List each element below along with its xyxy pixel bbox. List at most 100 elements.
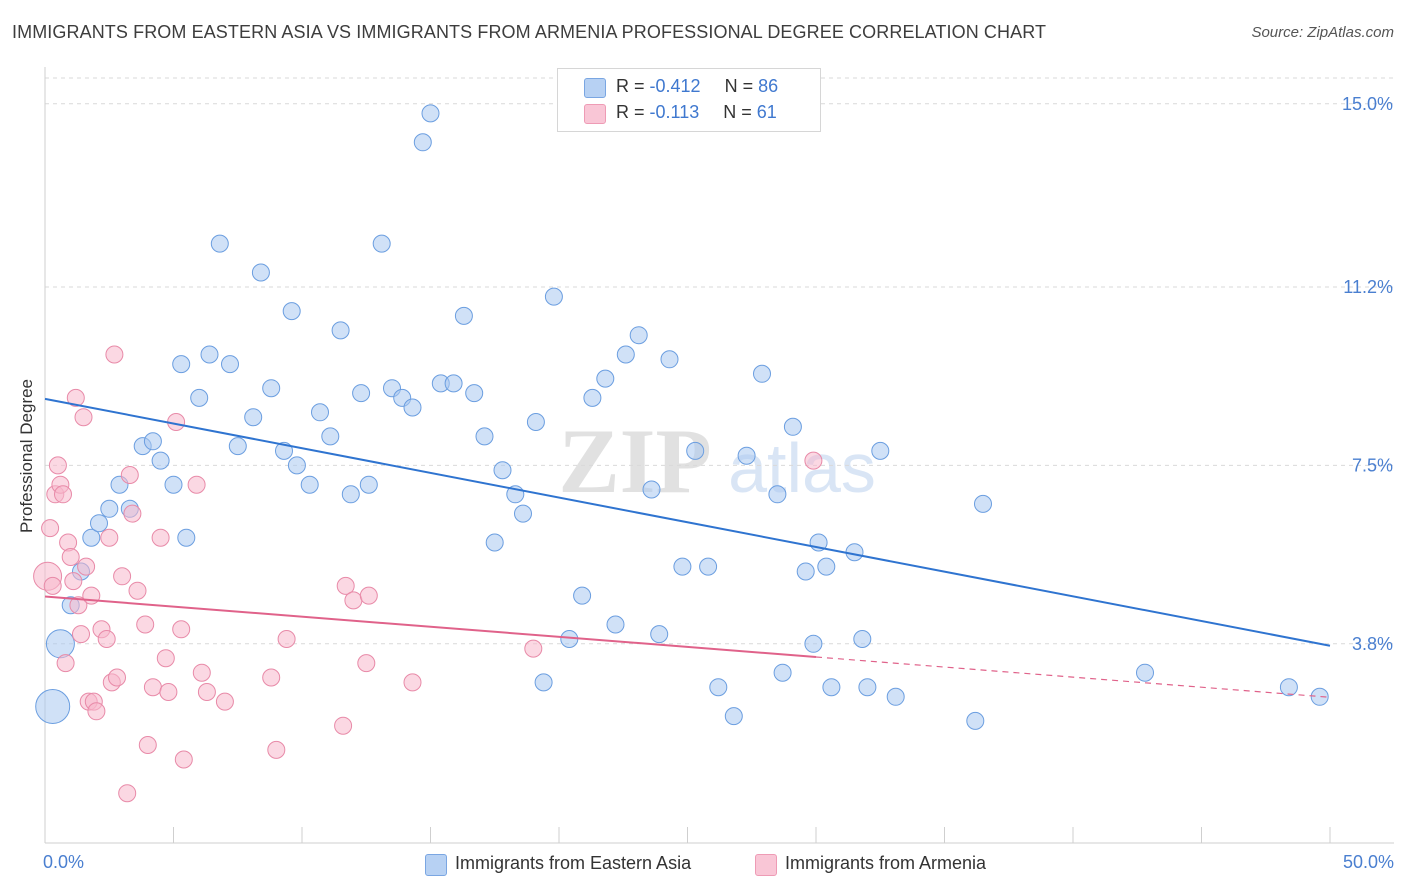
data-point-armenia (172, 620, 191, 639)
data-point-eastern-asia (493, 461, 512, 480)
y-tick-label: 7.5% (1352, 455, 1393, 475)
data-point-eastern-asia (616, 345, 635, 364)
data-point-armenia (72, 625, 90, 644)
data-point-eastern-asia (210, 234, 229, 253)
data-point-eastern-asia (886, 687, 905, 706)
data-point-eastern-asia (262, 379, 281, 398)
data-point-eastern-asia (485, 533, 504, 552)
r-label: R = (616, 102, 650, 122)
data-point-armenia (524, 639, 543, 658)
data-point-eastern-asia (686, 441, 705, 460)
data-point-eastern-asia (35, 689, 71, 724)
data-point-eastern-asia (871, 441, 890, 460)
data-point-armenia (48, 456, 67, 475)
data-point-eastern-asia (606, 615, 625, 634)
trend-lines (44, 397, 1331, 698)
data-point-eastern-asia (650, 625, 669, 644)
data-point-eastern-asia (753, 364, 771, 383)
y-tick-label: 15.0% (1342, 94, 1393, 114)
data-point-armenia (267, 740, 286, 759)
legend-label: Immigrants from Armenia (785, 853, 987, 873)
data-point-eastern-asia (514, 504, 532, 523)
data-point-eastern-asia (475, 427, 494, 446)
n-label: N = (723, 102, 757, 122)
data-point-armenia (64, 572, 83, 591)
data-point-armenia (215, 692, 234, 711)
data-point-eastern-asia (275, 441, 293, 460)
data-point-eastern-asia (583, 388, 602, 407)
data-point-eastern-asia (251, 263, 270, 282)
n-label: N = (724, 76, 759, 96)
data-point-eastern-asia (526, 413, 545, 431)
grid-lines (45, 77, 1394, 645)
data-point-eastern-asia (737, 446, 756, 465)
data-point-eastern-asia (796, 562, 815, 581)
data-point-armenia (192, 663, 211, 682)
data-point-eastern-asia (454, 306, 473, 325)
data-point-armenia (113, 567, 132, 586)
data-point-armenia (41, 519, 60, 538)
trend-line-armenia-extension (815, 656, 1331, 698)
data-point-armenia (334, 716, 353, 735)
data-point-eastern-asia (311, 403, 329, 422)
data-point-armenia (108, 668, 126, 687)
data-point-armenia (136, 615, 155, 634)
data-point-armenia (138, 736, 157, 754)
source-label: Source: ZipAtlas.com (1251, 24, 1394, 41)
data-point-eastern-asia (321, 427, 340, 446)
y-tick-labels: 3.8% 7.5% 11.2% 15.0% (1342, 94, 1393, 654)
data-point-armenia (344, 591, 363, 610)
data-point-eastern-asia (783, 417, 802, 436)
n-value: 61 (756, 102, 777, 122)
data-point-armenia (56, 654, 75, 673)
data-point-armenia (804, 451, 823, 470)
data-point-armenia (74, 408, 93, 427)
data-point-eastern-asia (465, 384, 484, 403)
y-tick-label: 11.2% (1343, 277, 1393, 297)
legend-swatch-pink (584, 104, 606, 124)
data-point-eastern-asia (699, 557, 718, 576)
data-point-eastern-asia (331, 321, 350, 340)
data-point-eastern-asia (177, 528, 196, 547)
r-label: R = (616, 76, 650, 96)
data-point-eastern-asia (642, 480, 661, 499)
legend-label: Immigrants from Eastern Asia (455, 853, 692, 873)
legend-swatch-blue (425, 854, 447, 876)
data-point-eastern-asia (1136, 663, 1154, 682)
y-axis-label: Professional Degree (17, 378, 36, 534)
y-tick-label: 3.8% (1352, 634, 1393, 654)
data-point-armenia (120, 466, 139, 484)
data-point-eastern-asia (673, 557, 692, 576)
data-point-eastern-asia (413, 133, 432, 152)
data-point-eastern-asia (853, 630, 872, 648)
data-point-armenia (151, 528, 170, 547)
x-tick-label-max: 50.0% (1342, 852, 1394, 872)
data-point-armenia (357, 654, 376, 673)
chart-title: IMMIGRANTS FROM EASTERN ASIA VS IMMIGRAN… (12, 22, 1047, 42)
correlation-legend: R = -0.412 N = 86 R = -0.113 N = 61 (557, 68, 821, 132)
data-point-eastern-asia (300, 475, 319, 494)
data-point-eastern-asia (164, 475, 183, 494)
data-point-armenia (359, 586, 378, 605)
axes (44, 67, 1394, 844)
data-point-eastern-asia (287, 456, 306, 475)
data-point-eastern-asia (172, 355, 191, 374)
data-point-eastern-asia (534, 673, 553, 692)
data-point-eastern-asia (45, 629, 75, 659)
data-point-eastern-asia (573, 586, 592, 605)
data-point-eastern-asia (341, 485, 360, 504)
series-eastern-asia-points (35, 104, 1329, 730)
data-point-armenia (262, 668, 281, 687)
data-point-armenia (69, 596, 88, 615)
data-point-eastern-asia (82, 528, 101, 547)
data-point-armenia (61, 548, 80, 566)
data-point-eastern-asia (282, 302, 301, 321)
data-point-eastern-asia (858, 678, 877, 697)
data-point-eastern-asia (773, 663, 792, 682)
data-point-eastern-asia (200, 345, 219, 364)
data-point-eastern-asia (228, 437, 247, 456)
data-point-armenia (118, 784, 137, 803)
data-point-eastern-asia (100, 499, 119, 518)
series-legend: Immigrants from Eastern Asia Immigrants … (0, 852, 1406, 878)
